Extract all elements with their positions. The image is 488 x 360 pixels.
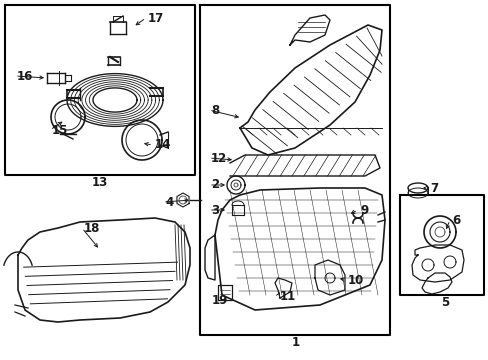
Text: 14: 14 (155, 139, 171, 152)
Text: 15: 15 (52, 123, 68, 136)
Text: 12: 12 (210, 152, 227, 165)
Text: 16: 16 (17, 69, 33, 82)
Text: 3: 3 (210, 203, 219, 216)
Text: 7: 7 (429, 181, 437, 194)
Text: 2: 2 (210, 179, 219, 192)
Text: 8: 8 (210, 104, 219, 117)
Text: 17: 17 (148, 12, 164, 24)
Text: 6: 6 (451, 213, 459, 226)
Text: 11: 11 (280, 289, 296, 302)
Text: 5: 5 (440, 296, 448, 309)
Text: 13: 13 (92, 176, 108, 189)
Text: 9: 9 (359, 203, 367, 216)
Text: 18: 18 (84, 221, 100, 234)
Text: 10: 10 (347, 274, 364, 287)
Text: 4: 4 (164, 195, 173, 208)
Text: 19: 19 (212, 294, 228, 307)
Text: 1: 1 (291, 336, 300, 348)
